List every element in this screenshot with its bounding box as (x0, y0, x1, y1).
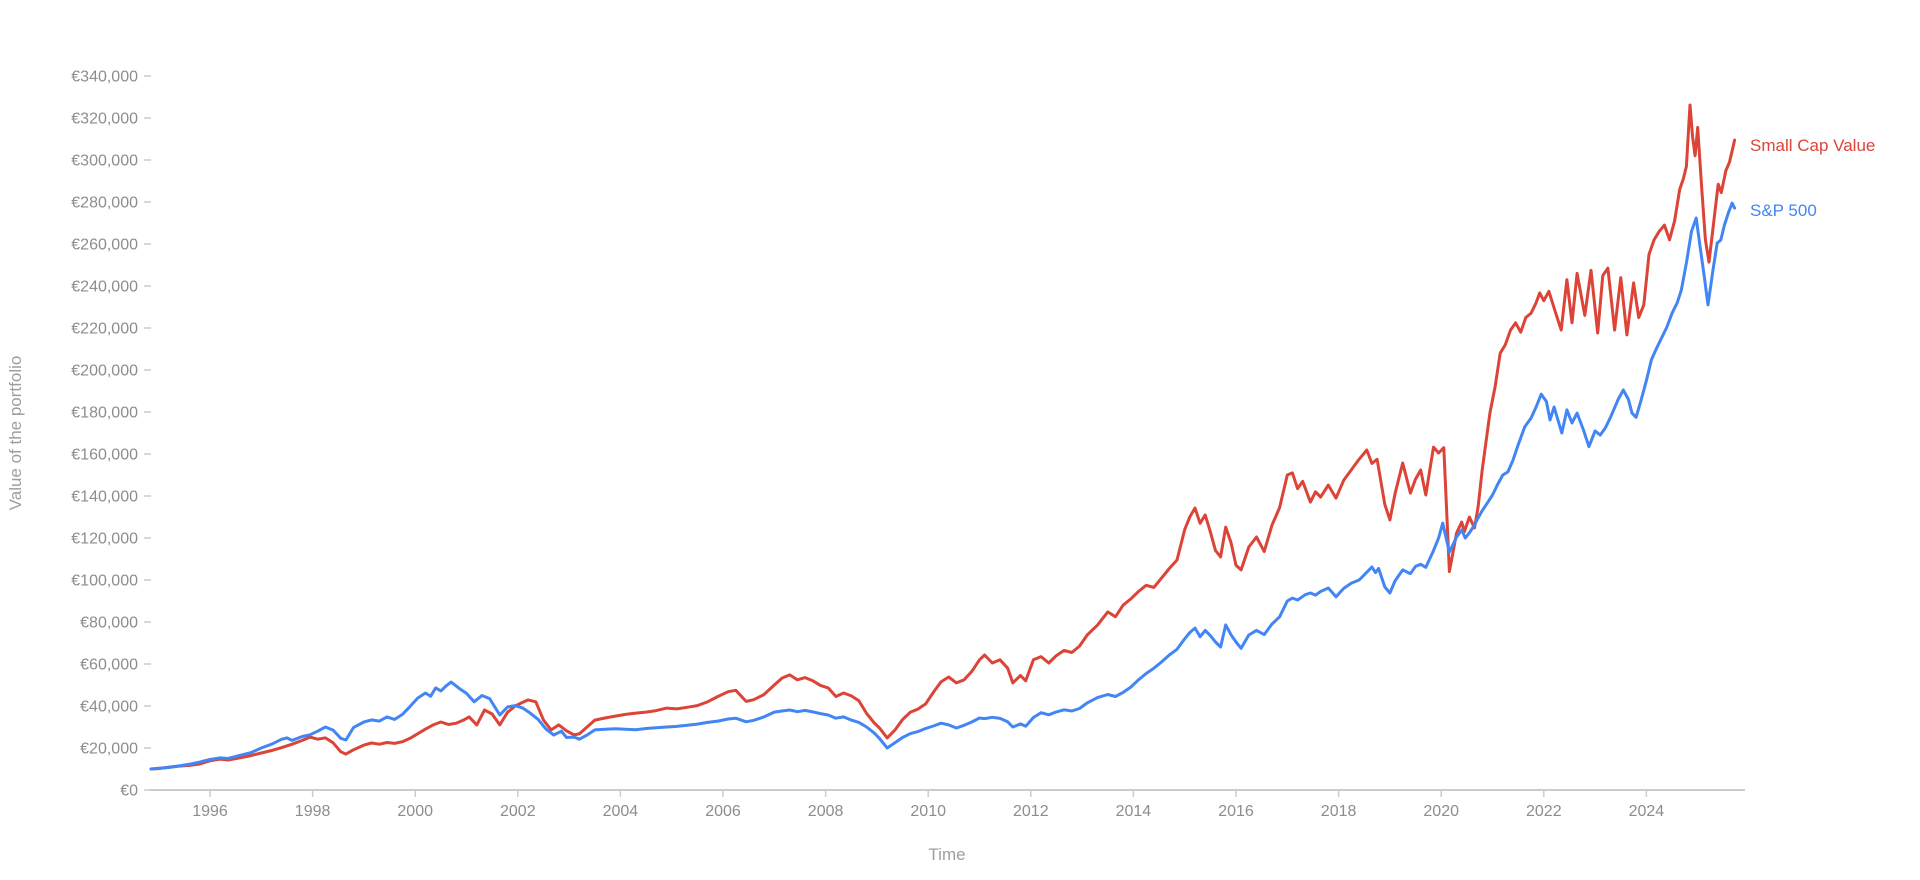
y-tick-label: €60,000 (80, 657, 138, 674)
y-tick-label: €320,000 (71, 111, 138, 128)
y-tick-label: €140,000 (71, 489, 138, 506)
x-tick-label: 2012 (1013, 803, 1049, 820)
y-tick-label: €340,000 (71, 69, 138, 86)
axes-layer: 1996 1998 2000 2002 2004 2006 2008 2010 2012 2014… (71, 69, 1745, 820)
series-line-sp500 (149, 201, 1737, 771)
x-tick-label: 2006 (705, 803, 741, 820)
x-tick-label: 1996 (192, 803, 228, 820)
y-tick-label: €260,000 (71, 237, 138, 254)
x-tick-label: 2004 (603, 803, 639, 820)
y-tick-label: €240,000 (71, 279, 138, 296)
y-tick-label: €0 (120, 783, 138, 800)
series-label-sp500: S&P 500 (1750, 201, 1817, 220)
y-axis-title: Value of the portfolio (6, 355, 25, 511)
y-tick-label: €200,000 (71, 363, 138, 380)
y-tick-label: €220,000 (71, 321, 138, 338)
x-tick-label: 2010 (910, 803, 946, 820)
y-tick-label: €100,000 (71, 573, 138, 590)
x-tick-label: 1998 (295, 803, 331, 820)
x-axis-title: Time (928, 845, 966, 864)
x-tick-label: 2000 (397, 803, 433, 820)
x-tick-label: 2008 (808, 803, 844, 820)
y-tick-label: €280,000 (71, 195, 138, 212)
x-tick-label: 2002 (500, 803, 536, 820)
y-tick-label: €20,000 (80, 741, 138, 758)
y-tick-label: €300,000 (71, 153, 138, 170)
series-layer (149, 103, 1737, 771)
series-label-small-cap-value: Small Cap Value (1750, 136, 1876, 155)
x-tick-label: 2020 (1423, 803, 1459, 820)
x-tick-label: 2016 (1218, 803, 1254, 820)
y-tick-label: €180,000 (71, 405, 138, 422)
x-tick-label: 2018 (1321, 803, 1357, 820)
x-tick-label: 2022 (1526, 803, 1562, 820)
y-tick-label: €120,000 (71, 531, 138, 548)
y-tick-label: €80,000 (80, 615, 138, 632)
y-tick-label: €40,000 (80, 699, 138, 716)
x-tick-label: 2014 (1116, 803, 1152, 820)
y-tick-label: €160,000 (71, 447, 138, 464)
x-tick-label: 2024 (1629, 803, 1665, 820)
series-line-small-cap-value (149, 103, 1737, 771)
